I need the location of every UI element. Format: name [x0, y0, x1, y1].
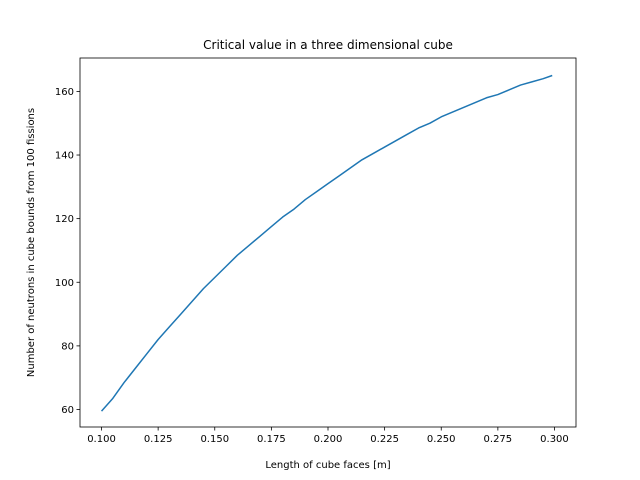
- x-tick-label: 0.100: [87, 434, 116, 445]
- x-tick-label: 0.175: [257, 434, 286, 445]
- y-tick-label: 160: [55, 87, 74, 98]
- series: [100, 74, 553, 412]
- y-tick-label: 140: [55, 151, 74, 162]
- y-tick-label: 60: [61, 405, 74, 416]
- y-tick-label: 80: [61, 341, 74, 352]
- axes-frame: [79, 57, 577, 428]
- chart-title: Critical value in a three dimensional cu…: [203, 38, 453, 52]
- x-tick-label: 0.150: [200, 434, 229, 445]
- x-tick-label: 0.200: [314, 434, 343, 445]
- series-line: [100, 74, 553, 412]
- x-tick-label: 0.275: [484, 434, 513, 445]
- ticks: 0.100 0.125 0.150 0.175 0.200 0.225 0.250 0.275…: [55, 87, 569, 445]
- x-tick-label: 0.250: [427, 434, 456, 445]
- x-tick-label: 0.300: [540, 434, 569, 445]
- x-tick-label: 0.225: [370, 434, 399, 445]
- x-tick-label: 0.125: [144, 434, 173, 445]
- y-axis-label: Number of neutrons in cube bounds from 1…: [26, 108, 37, 377]
- y-tick-label: 120: [55, 214, 74, 225]
- y-tick-label: 100: [55, 278, 74, 289]
- x-axis-label: Length of cube faces [m]: [265, 460, 390, 471]
